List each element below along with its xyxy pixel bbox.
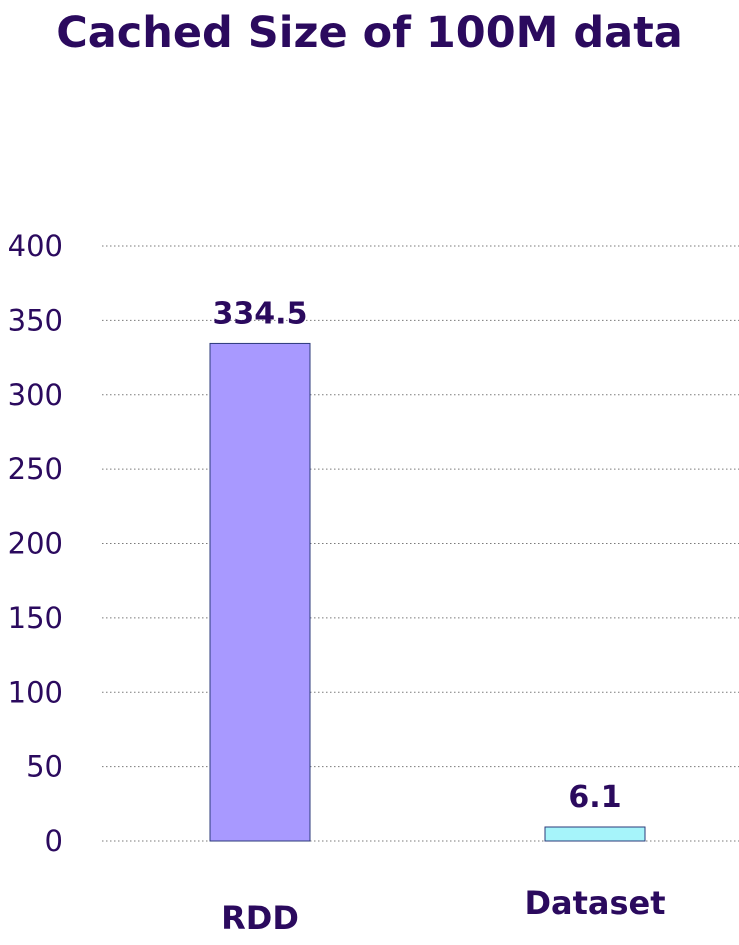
bar-rdd <box>209 342 311 842</box>
y-tick-label-300: 300 <box>8 378 63 412</box>
category-label-dataset: Dataset <box>524 884 665 922</box>
category-labels: RDD Dataset <box>221 884 665 937</box>
gridlines <box>102 245 739 842</box>
y-tick-label-250: 250 <box>8 452 63 486</box>
y-tick-label-150: 150 <box>8 601 63 635</box>
data-labels: 334.5 6.1 <box>213 296 622 815</box>
y-axis-ticks: 0 50 100 150 200 250 300 350 400 <box>8 229 63 858</box>
data-label-dataset: 6.1 <box>568 780 621 815</box>
y-tick-label-50: 50 <box>26 750 63 784</box>
y-tick-label-0: 0 <box>45 824 63 858</box>
chart-title: Cached Size of 100M data <box>56 8 683 58</box>
bar-dataset <box>544 826 646 842</box>
y-tick-label-350: 350 <box>8 303 63 337</box>
y-tick-label-100: 100 <box>8 675 63 709</box>
data-label-rdd: 334.5 <box>213 296 308 331</box>
category-label-rdd: RDD <box>221 899 299 937</box>
y-tick-label-200: 200 <box>8 527 63 561</box>
bars <box>209 342 646 842</box>
y-tick-label-400: 400 <box>8 229 63 263</box>
